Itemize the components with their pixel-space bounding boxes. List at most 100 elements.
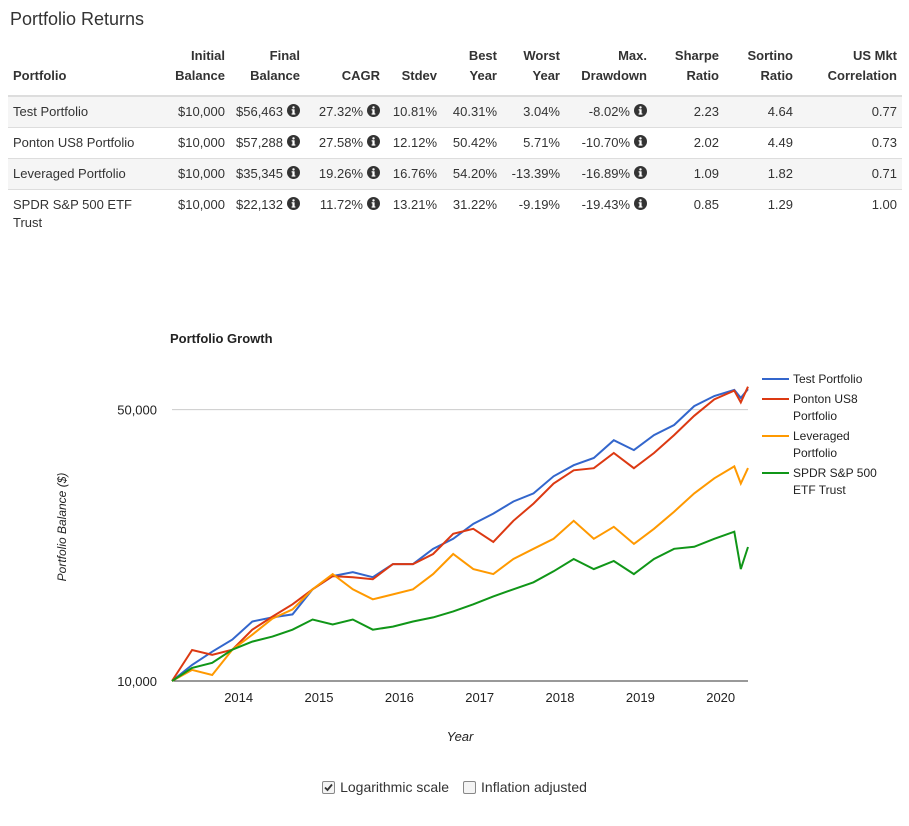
legend-swatch — [762, 435, 789, 437]
info-icon[interactable] — [367, 135, 380, 148]
cell-text: 50.42% — [452, 135, 497, 150]
table-cell: 0.77 — [798, 95, 902, 128]
table-cell: 10.81% — [385, 95, 442, 128]
cell-text: 54.20% — [452, 166, 497, 181]
table-row: SPDR S&P 500 ETF Trust $10,000 $22,132 11.7… — [8, 189, 902, 238]
table-cell: $57,288 — [230, 127, 305, 159]
cell-text: 0.71 — [871, 166, 897, 181]
table-cell: 5.71% — [502, 127, 565, 159]
table-cell: $22,132 — [230, 189, 305, 238]
cell-text: -19.43% — [581, 197, 630, 212]
info-icon[interactable] — [287, 104, 300, 117]
y-tick-label: 10,000 — [117, 674, 157, 689]
table-cell: 4.49 — [724, 127, 798, 159]
column-header: Sharpe Ratio — [652, 42, 724, 97]
y-axis-label: Portfolio Balance ($) — [55, 473, 69, 582]
portfolio-name: SPDR S&P 500 ETF Trust — [8, 189, 168, 238]
legend-swatch — [762, 378, 789, 380]
table-cell: 11.72% — [305, 189, 385, 238]
checkmark — [324, 783, 333, 791]
info-icon[interactable] — [367, 104, 380, 117]
cell-text: 11.72% — [319, 197, 363, 212]
table-cell: 2.23 — [652, 95, 724, 128]
table-cell: -9.19% — [502, 189, 565, 238]
cell-text: 12.12% — [392, 135, 437, 150]
x-tick-label: 2019 — [626, 690, 655, 705]
info-icon[interactable] — [287, 197, 300, 210]
table-cell: -8.02% — [565, 95, 652, 128]
legend-item: Test Portfolio — [762, 371, 891, 388]
x-axis-label: Year — [447, 729, 474, 744]
info-icon[interactable] — [634, 197, 647, 210]
series-line — [171, 530, 749, 682]
legend-item: SPDR S&P 500 ETF Trust — [762, 465, 891, 499]
table-cell: 12.12% — [385, 127, 442, 159]
column-header: Initial Balance — [168, 42, 230, 97]
column-header: CAGR — [305, 42, 385, 97]
cell-text: 10.81% — [392, 104, 437, 119]
y-tick-label: 50,000 — [117, 403, 157, 418]
checkbox-option[interactable]: Inflation adjusted — [463, 779, 587, 795]
cell-text: Ponton US8 Portfolio — [13, 135, 135, 150]
column-header: Best Year — [442, 42, 502, 97]
chart-title: Portfolio Growth — [170, 331, 273, 346]
x-tick-label: 2015 — [305, 690, 334, 705]
table-cell: 3.04% — [502, 95, 565, 128]
table-cell: -13.39% — [502, 158, 565, 190]
table-cell: 1.09 — [652, 158, 724, 190]
table-cell: 40.31% — [442, 95, 502, 128]
cell-text: 0.77 — [871, 104, 897, 119]
cell-text: -10.70% — [581, 135, 630, 150]
portfolio-name: Test Portfolio — [8, 95, 168, 128]
info-icon[interactable] — [367, 166, 380, 179]
table-cell: 4.64 — [724, 95, 798, 128]
cell-text: $10,000 — [178, 197, 225, 212]
series-line — [171, 464, 749, 682]
info-icon[interactable] — [287, 166, 300, 179]
cell-text: 2.23 — [693, 104, 719, 119]
info-icon[interactable] — [634, 166, 647, 179]
cell-text: -13.39% — [511, 166, 560, 181]
table-cell: -10.70% — [565, 127, 652, 159]
table-cell: 27.32% — [305, 95, 385, 128]
table-cell: -19.43% — [565, 189, 652, 238]
column-header: Worst Year — [502, 42, 565, 97]
column-header: Max. Drawdown — [565, 42, 652, 97]
x-tick-label: 2018 — [546, 690, 575, 705]
table-cell: $56,463 — [230, 95, 305, 128]
info-icon[interactable] — [287, 135, 300, 148]
cell-text: -9.19% — [518, 197, 560, 212]
x-tick-label: 2014 — [224, 690, 253, 705]
column-header: Portfolio — [8, 42, 168, 97]
cell-text: $22,132 — [236, 197, 283, 212]
checkbox[interactable] — [463, 780, 477, 794]
legend-swatch — [762, 398, 789, 400]
legend-item: Leveraged Portfolio — [762, 428, 891, 462]
column-header: US Mkt Correlation — [798, 42, 902, 97]
info-icon[interactable] — [634, 104, 647, 117]
table-cell: 16.76% — [385, 158, 442, 190]
table-cell: -16.89% — [565, 158, 652, 190]
cell-text: 1.09 — [693, 166, 719, 181]
checkbox-option[interactable]: Logarithmic scale — [322, 779, 449, 795]
checkbox[interactable] — [322, 780, 336, 794]
table-cell: 31.22% — [442, 189, 502, 238]
table-row: Ponton US8 Portfolio $10,000 $57,288 27.58%… — [8, 127, 902, 159]
cell-text: 1.00 — [871, 197, 897, 212]
page-title: Portfolio Returns — [10, 9, 145, 29]
cell-text: $10,000 — [178, 135, 225, 150]
cell-text: 40.31% — [452, 104, 497, 119]
cell-text: 31.22% — [452, 197, 497, 212]
cell-text: Test Portfolio — [13, 104, 89, 119]
table-cell: 13.21% — [385, 189, 442, 238]
table-cell: 0.71 — [798, 158, 902, 190]
info-icon[interactable] — [367, 197, 380, 210]
table-cell: 19.26% — [305, 158, 385, 190]
info-icon[interactable] — [634, 135, 647, 148]
cell-text: SPDR S&P 500 ETF Trust — [13, 197, 132, 230]
table-row: Leveraged Portfolio $10,000 $35,345 19.26% 1… — [8, 158, 902, 190]
returns-table: Portfolio Initial Balance Final Balance CAG… — [8, 42, 902, 238]
cell-text: 0.73 — [871, 135, 897, 150]
cell-text: 0.85 — [693, 197, 719, 212]
legend-swatch — [762, 472, 789, 474]
